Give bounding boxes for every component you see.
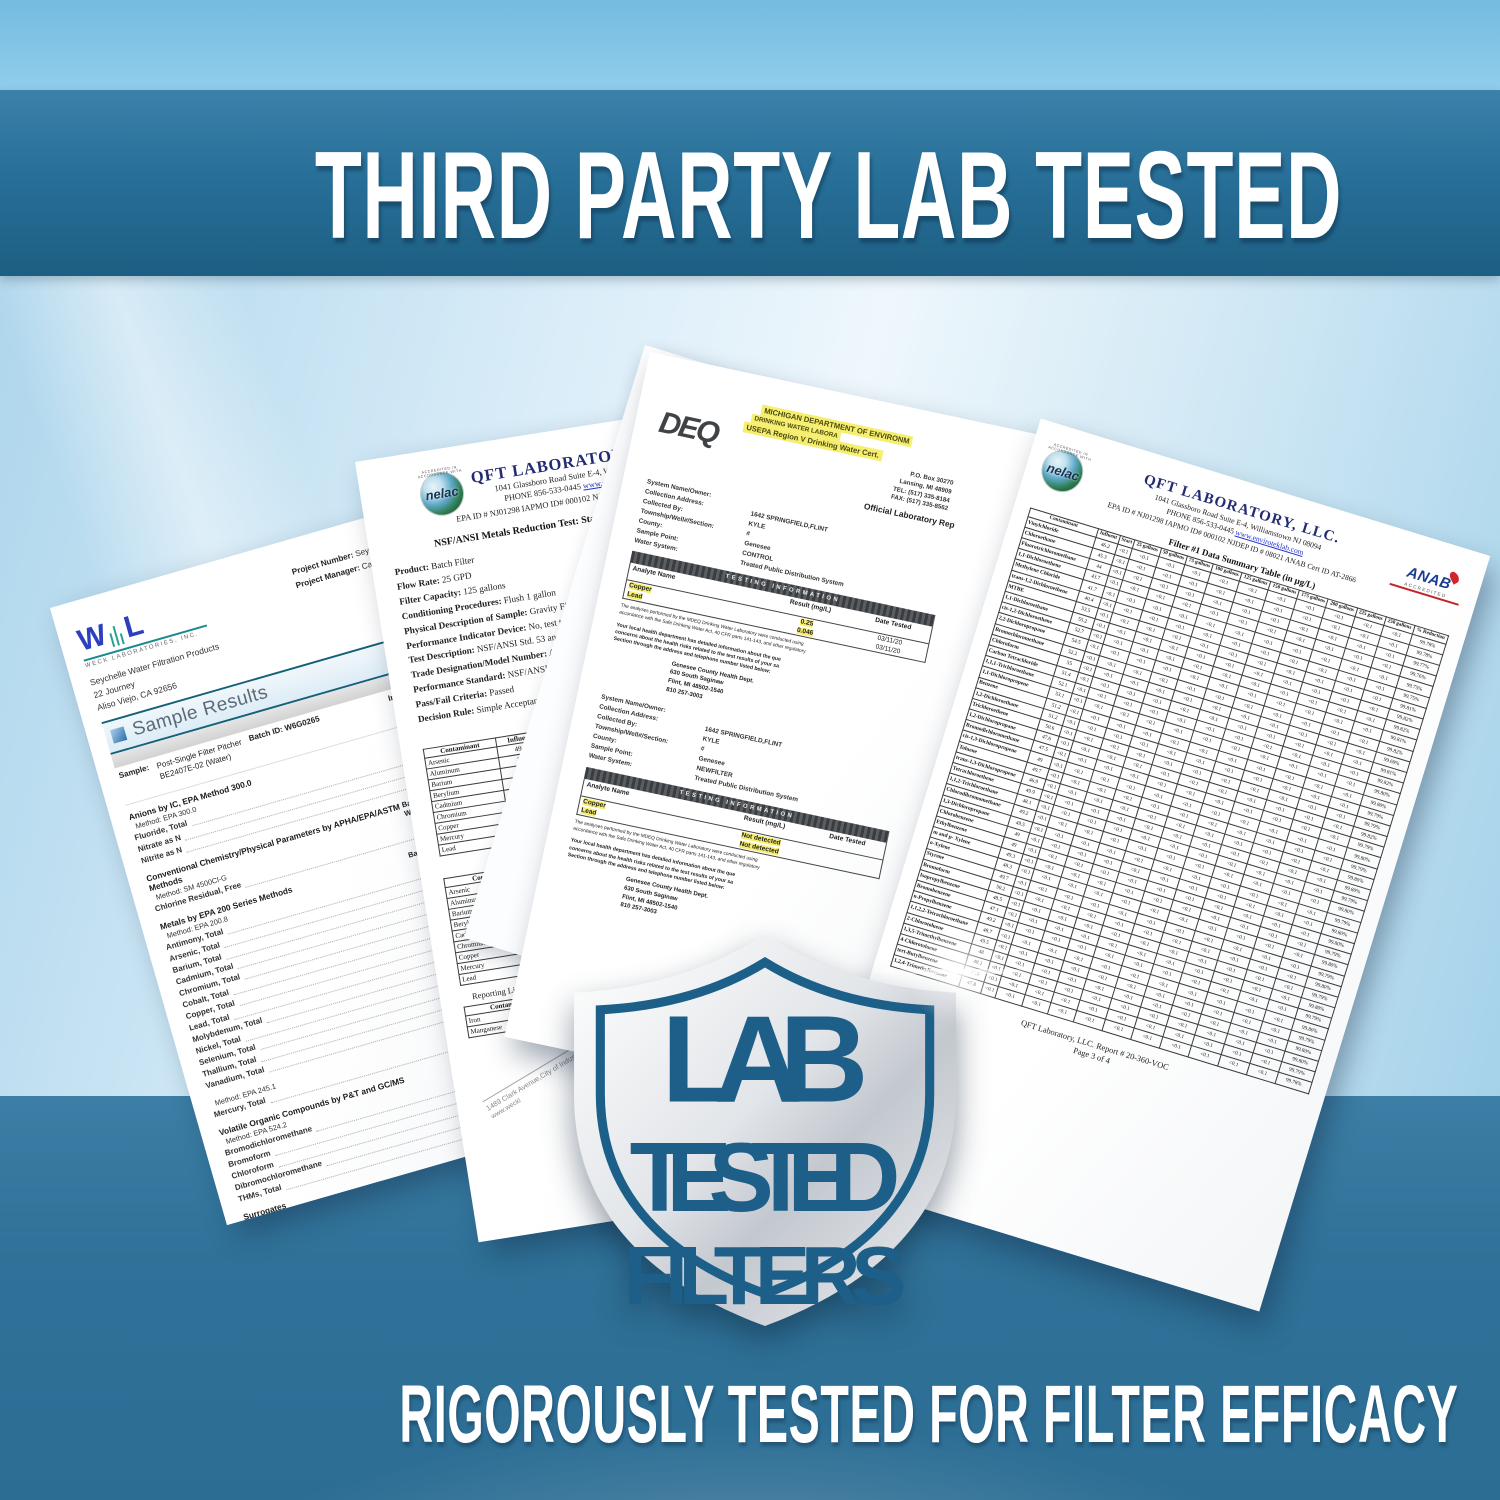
title-banner-band [0,90,1500,276]
sample-label: Sample: [117,762,151,781]
badge-line-lab: LAB [661,991,868,1129]
bottom-caption: RIGOROUSLY TESTED FOR FILTER EFFICACY [0,1374,1500,1456]
weck-logo-bars-icon [106,624,126,648]
bottom-caption-text: RIGOROUSLY TESTED FOR FILTER EFFICACY [399,1369,1459,1460]
lab-tested-shield-badge: LAB TESTED FILTERS [568,926,962,1334]
badge-line-filters: FILTERS [624,1229,907,1322]
badge-line-tested: TESTED [630,1122,901,1232]
nelac-accreditation-text: ACCREDITED IN ACCORDANCE WITH [417,465,463,480]
nelac-wordmark: nelac [424,483,460,504]
page-title-text: THIRD PARTY LAB TESTED [314,127,1343,265]
sample-results-icon [109,726,128,744]
page-title: THIRD PARTY LAB TESTED [0,134,1500,258]
weck-logo-w: W [73,618,110,658]
shield-icon: LAB TESTED FILTERS [574,934,956,1326]
deq-sections: System Name/Owner: Collection Address: 1… [559,477,951,961]
nelac-logo-icon: ACCREDITED IN ACCORDANCE WITH nelac [1037,442,1092,497]
nelac-wordmark: nelac [1045,459,1082,484]
analyte-name: Lead [580,806,598,817]
analyte-name: Lead [626,591,643,602]
lens-flare-highlight [868,912,1048,1032]
deq-logo: DEQ [656,405,721,451]
nelac-logo-icon: ACCREDITED IN ACCORDANCE WITH nelac [417,465,467,518]
analyte-result: 0.046 [796,627,814,638]
background-top-strip [0,0,1500,90]
anab-logo: ANAB ACCREDITED [1389,560,1465,606]
